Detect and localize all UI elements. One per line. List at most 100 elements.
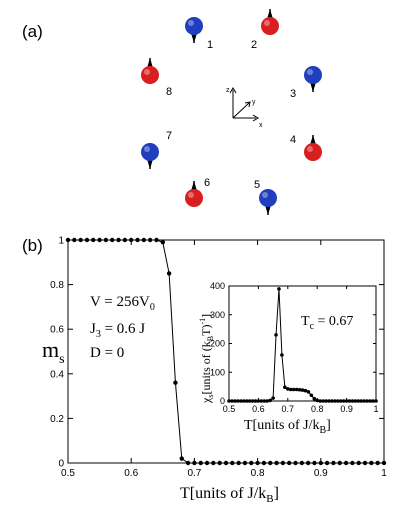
data-point (324, 460, 330, 466)
data-point (286, 387, 290, 391)
y-tick-label: 300 (210, 310, 225, 320)
data-point (291, 387, 296, 392)
main-xlabel: T[units of J/kB] (180, 485, 279, 505)
data-point (204, 460, 210, 466)
spin-arrow-down-icon (147, 159, 153, 169)
data-point (356, 399, 361, 403)
y-tick-label: 0.8 (50, 280, 64, 291)
spin-lattice: 1 2 3 4 5 6 7 8 (141, 9, 322, 215)
spin-site-7: 7 (141, 130, 172, 169)
data-point (250, 399, 255, 403)
data-point (306, 390, 311, 394)
data-point (97, 237, 102, 243)
data-point (331, 460, 336, 466)
axis-label-y: y (252, 99, 256, 106)
y-tick-label: 400 (210, 281, 225, 291)
x-tick-label: 0.7 (282, 404, 295, 414)
y-tick-label: 200 (210, 339, 225, 349)
spin-sphere (141, 66, 159, 84)
data-point (280, 353, 284, 357)
data-point (268, 460, 273, 466)
data-point (369, 460, 374, 466)
spin-site-6: 6 (185, 177, 210, 207)
data-point (265, 399, 270, 403)
spin-site-8: 8 (141, 58, 172, 98)
annotation-d: D = 0 (90, 345, 124, 361)
data-point (337, 460, 342, 466)
x-tick-label: 1 (373, 404, 378, 414)
x-tick-label: 0.8 (251, 468, 265, 479)
sphere-highlight (264, 20, 270, 26)
data-point (65, 237, 71, 243)
data-point (283, 385, 287, 390)
data-point (300, 388, 305, 392)
data-point (362, 399, 367, 403)
axis-label-x: x (259, 122, 263, 129)
data-point (147, 237, 153, 243)
data-point (241, 399, 246, 403)
sphere-highlight (307, 69, 313, 75)
data-point (303, 388, 308, 393)
site-number: 7 (166, 130, 172, 142)
panel-a-label: (a) (22, 22, 43, 41)
data-point (274, 333, 278, 337)
x-tick-label: 0.6 (252, 404, 265, 414)
data-point (72, 237, 77, 243)
data-point (253, 399, 258, 403)
data-point (78, 237, 83, 243)
panel-b-label: (b) (22, 236, 43, 255)
data-point (344, 399, 349, 403)
sphere-highlight (262, 192, 268, 198)
data-point (255, 460, 260, 466)
data-point (293, 460, 298, 466)
data-point (294, 387, 299, 392)
data-point (274, 460, 279, 466)
data-point (350, 399, 355, 403)
data-point (238, 399, 243, 403)
data-point (321, 399, 325, 403)
data-point (262, 399, 267, 403)
spin-sphere (259, 189, 277, 207)
data-point (280, 460, 286, 466)
data-point (327, 399, 331, 403)
site-number: 5 (254, 179, 260, 191)
data-point (362, 460, 368, 466)
spin-sphere (141, 143, 159, 161)
data-point (230, 460, 235, 466)
spin-site-1: 1 (185, 17, 213, 51)
spin-arrow-up-icon (191, 181, 197, 191)
data-point (299, 460, 305, 466)
spin-arrow-down-icon (265, 205, 271, 215)
axis-label-z: z (226, 87, 230, 94)
data-point (359, 399, 364, 403)
sphere-highlight (188, 20, 194, 26)
data-point (84, 237, 90, 243)
data-point (192, 460, 197, 466)
data-point (227, 399, 231, 403)
data-point (230, 399, 234, 403)
inset-series-points (227, 287, 378, 403)
data-point (343, 460, 349, 466)
sphere-highlight (144, 69, 150, 75)
data-point (91, 237, 96, 243)
data-point (305, 460, 311, 466)
x-tick-label: 0.7 (187, 468, 201, 479)
data-point (288, 387, 293, 392)
data-point (365, 399, 369, 403)
data-point (271, 396, 275, 400)
x-tick-label: 0.5 (61, 468, 75, 479)
data-point (116, 237, 121, 243)
data-point (256, 399, 261, 403)
data-point (374, 399, 378, 403)
site-number: 3 (290, 88, 296, 100)
sphere-highlight (144, 146, 150, 152)
data-point (350, 460, 355, 466)
y-tick-label: 0 (58, 459, 64, 470)
spin-site-5: 5 (254, 179, 277, 215)
data-point (318, 460, 323, 466)
data-point (166, 271, 172, 276)
spin-arrow-up-icon (147, 58, 153, 68)
data-point (297, 387, 302, 392)
data-point (333, 399, 337, 403)
data-point (236, 460, 241, 466)
